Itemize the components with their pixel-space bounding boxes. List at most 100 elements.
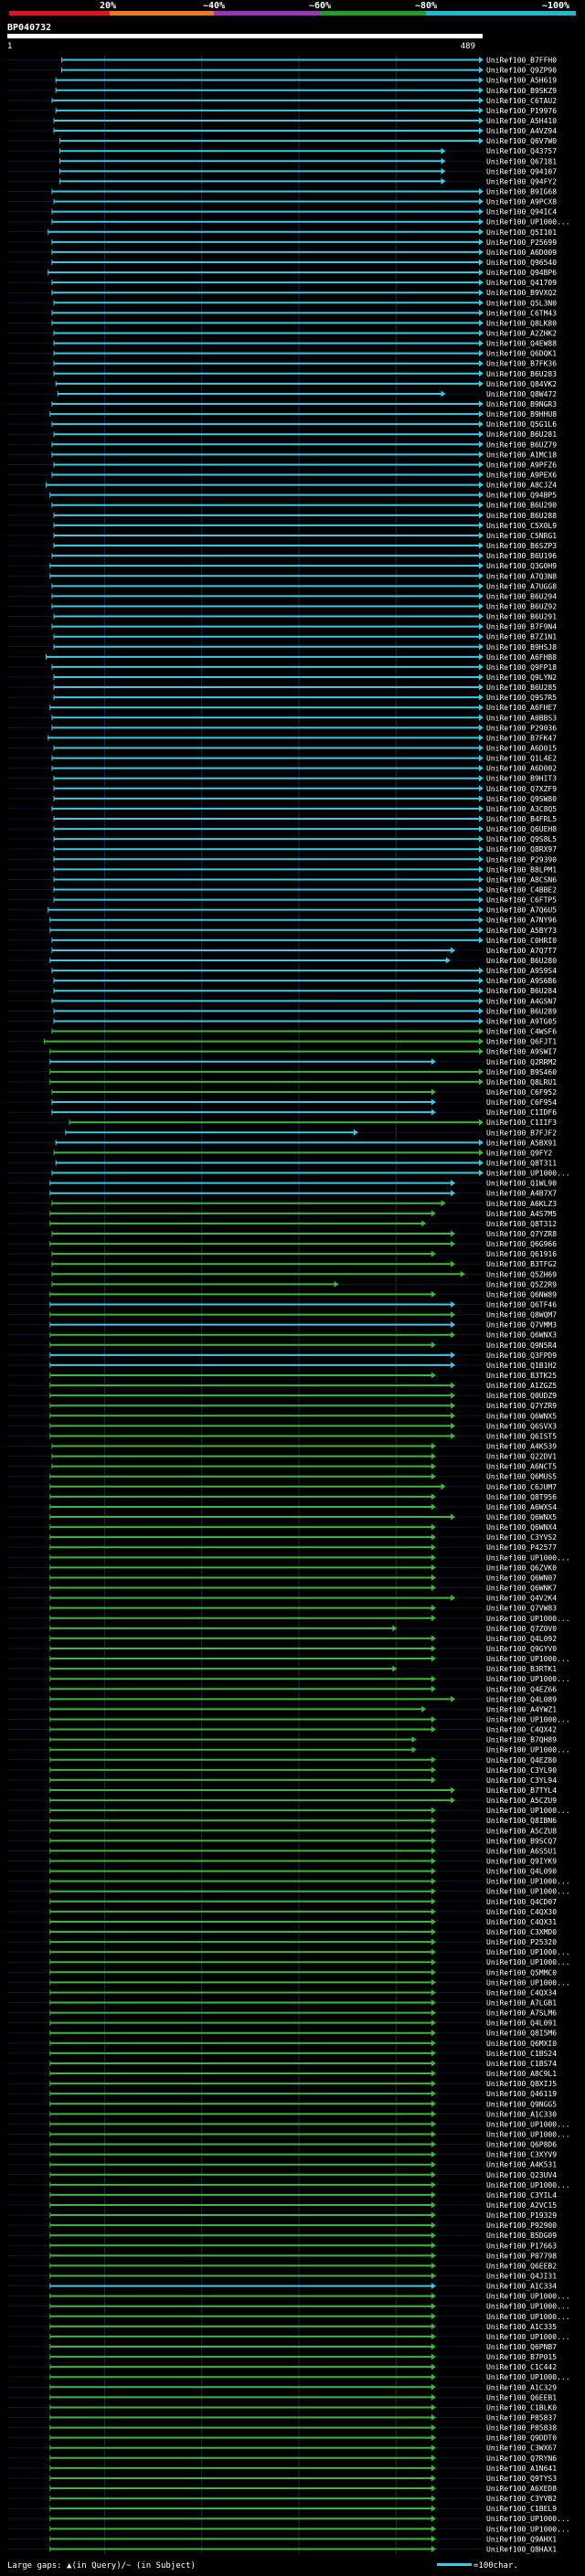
alignment-row[interactable]: UniRef100_A5BX91: [7, 1139, 557, 1147]
hit-name[interactable]: UniRef100_A7SLM6: [486, 2009, 557, 2018]
alignment-row[interactable]: UniRef100_A6D002: [7, 765, 557, 773]
hit-name[interactable]: UniRef100_C3XYV9: [486, 2151, 557, 2159]
hit-name[interactable]: UniRef100_C4QX42: [486, 1726, 557, 1734]
hit-name[interactable]: UniRef100_UP1000...: [486, 1553, 570, 1562]
alignment-row[interactable]: UniRef100_UP1000...: [7, 1655, 570, 1663]
hit-name[interactable]: UniRef100_Q8WQM7: [486, 1311, 557, 1320]
alignment-row[interactable]: UniRef100_B6U290: [7, 502, 557, 510]
alignment-row[interactable]: UniRef100_A1C335: [7, 2323, 557, 2331]
alignment-row[interactable]: UniRef100_Q7Z0V0: [7, 1625, 557, 1633]
alignment-row[interactable]: UniRef100_P07798: [7, 2252, 557, 2260]
hit-name[interactable]: UniRef100_Q43757: [486, 147, 557, 155]
alignment-row[interactable]: UniRef100_A4B7X7: [7, 1190, 557, 1198]
alignment-row[interactable]: UniRef100_B9NGR3: [7, 400, 557, 408]
alignment-row[interactable]: UniRef100_Q4EW88: [7, 340, 557, 348]
hit-name[interactable]: UniRef100_B6U290: [486, 502, 557, 510]
hit-name[interactable]: UniRef100_Q3G0H9: [486, 562, 557, 570]
alignment-row[interactable]: UniRef100_Q94BP6: [7, 269, 557, 277]
hit-name[interactable]: UniRef100_Q9N5R4: [486, 1341, 557, 1350]
alignment-row[interactable]: UniRef100_Q6UEH8: [7, 825, 557, 833]
hit-name[interactable]: UniRef100_C4QX30: [486, 1908, 557, 1916]
hit-name[interactable]: UniRef100_C1C442: [486, 2363, 557, 2371]
alignment-row[interactable]: UniRef100_C1C442: [7, 2363, 557, 2371]
alignment-row[interactable]: UniRef100_UP1000...: [7, 2373, 570, 2381]
alignment-row[interactable]: UniRef100_Q6IST5: [7, 1432, 557, 1440]
alignment-row[interactable]: UniRef100_Q23UV4: [7, 2171, 557, 2179]
hit-name[interactable]: UniRef100_C6F954: [486, 1098, 557, 1107]
alignment-row[interactable]: UniRef100_UP1000...: [7, 2293, 570, 2301]
hit-name[interactable]: UniRef100_Q9TYS3: [486, 2475, 557, 2483]
alignment-row[interactable]: UniRef100_A5H410: [7, 117, 557, 125]
alignment-row[interactable]: UniRef100_B7TYL4: [7, 1786, 557, 1795]
hit-name[interactable]: UniRef100_Q6WNX3: [486, 1331, 557, 1340]
alignment-row[interactable]: UniRef100_B6U289: [7, 1007, 557, 1015]
hit-name[interactable]: UniRef100_Q1WL90: [486, 1180, 557, 1188]
alignment-row[interactable]: UniRef100_Q8XIJ5: [7, 2080, 557, 2088]
alignment-row[interactable]: UniRef100_A6FHE7: [7, 704, 557, 712]
hit-name[interactable]: UniRef100_A1C334: [486, 2283, 557, 2291]
alignment-row[interactable]: UniRef100_Q6P8D6: [7, 2141, 557, 2149]
alignment-row[interactable]: UniRef100_Q5G1L6: [7, 420, 557, 429]
alignment-row[interactable]: UniRef100_Q6PNB7: [7, 2343, 557, 2351]
alignment-row[interactable]: UniRef100_B6U285: [7, 684, 557, 692]
alignment-row[interactable]: UniRef100_B9S460: [7, 1068, 557, 1076]
hit-name[interactable]: UniRef100_UP1000...: [486, 1958, 570, 1966]
alignment-row[interactable]: UniRef100_Q9NGG5: [7, 2100, 557, 2108]
alignment-row[interactable]: UniRef100_A7NY96: [7, 917, 557, 925]
alignment-row[interactable]: UniRef100_Q4L089: [7, 1695, 557, 1703]
alignment-row[interactable]: UniRef100_Q94107: [7, 167, 557, 175]
hit-name[interactable]: UniRef100_A4S7M5: [486, 1210, 557, 1218]
alignment-row[interactable]: UniRef100_B7FK36: [7, 360, 557, 368]
hit-name[interactable]: UniRef100_UP1000...: [486, 1948, 570, 1956]
alignment-row[interactable]: UniRef100_P25699: [7, 239, 557, 247]
hit-name[interactable]: UniRef100_A6KLZ3: [486, 1200, 557, 1208]
alignment-row[interactable]: UniRef100_C4QX30: [7, 1908, 557, 1916]
alignment-row[interactable]: UniRef100_Q8HAX1: [7, 2545, 557, 2553]
hit-name[interactable]: UniRef100_C1BEL9: [486, 2505, 557, 2513]
hit-name[interactable]: UniRef100_A9S6B6: [486, 977, 557, 985]
hit-name[interactable]: UniRef100_Q9AHX1: [486, 2535, 557, 2543]
alignment-row[interactable]: UniRef100_C6TAU2: [7, 97, 557, 105]
alignment-row[interactable]: UniRef100_A9S9S4: [7, 967, 557, 975]
hit-name[interactable]: UniRef100_Q61916: [486, 1250, 557, 1258]
hit-name[interactable]: UniRef100_B7F9N4: [486, 623, 557, 631]
hit-name[interactable]: UniRef100_Q8I5M6: [486, 2030, 557, 2038]
hit-name[interactable]: UniRef100_B7P015: [486, 2353, 557, 2361]
alignment-row[interactable]: UniRef100_UP1000...: [7, 1553, 570, 1562]
hit-name[interactable]: UniRef100_Q7XZF9: [486, 785, 557, 793]
hit-name[interactable]: UniRef100_C3YL94: [486, 1776, 557, 1785]
hit-name[interactable]: UniRef100_A5CZU8: [486, 1827, 557, 1835]
alignment-row[interactable]: UniRef100_C1IDF6: [7, 1108, 557, 1117]
hit-name[interactable]: UniRef100_A6NCT5: [486, 1463, 557, 1471]
hit-name[interactable]: UniRef100_UP1000...: [486, 2313, 570, 2321]
hit-name[interactable]: UniRef100_A7Q6U5: [486, 906, 557, 915]
alignment-row[interactable]: UniRef100_A1C330: [7, 2110, 557, 2118]
hit-name[interactable]: UniRef100_B6U284: [486, 987, 557, 995]
alignment-row[interactable]: UniRef100_C4QX31: [7, 1918, 557, 1926]
alignment-row[interactable]: UniRef100_Q6FJT1: [7, 1038, 557, 1046]
hit-name[interactable]: UniRef100_UP1000...: [486, 1655, 570, 1663]
alignment-row[interactable]: UniRef100_A7Q3N8: [7, 572, 557, 580]
hit-name[interactable]: UniRef100_Q6MUS5: [486, 1473, 557, 1481]
hit-name[interactable]: UniRef100_Q94BP6: [486, 269, 557, 277]
alignment-row[interactable]: UniRef100_Q6WNX5: [7, 1513, 557, 1521]
alignment-row[interactable]: UniRef100_UP1000...: [7, 1948, 570, 1956]
alignment-row[interactable]: UniRef100_B7Z1N1: [7, 633, 557, 641]
alignment-row[interactable]: UniRef100_C6FTP5: [7, 896, 557, 905]
hit-name[interactable]: UniRef100_UP1000...: [486, 1675, 570, 1683]
alignment-row[interactable]: UniRef100_C6TM43: [7, 309, 557, 317]
alignment-row[interactable]: UniRef100_UP1000...: [7, 2303, 570, 2311]
hit-name[interactable]: UniRef100_Q5G1L6: [486, 420, 557, 429]
hit-name[interactable]: UniRef100_A7NY96: [486, 917, 557, 925]
hit-name[interactable]: UniRef100_Q6WNK7: [486, 1585, 557, 1593]
hit-name[interactable]: UniRef100_Q94IC4: [486, 208, 557, 217]
hit-name[interactable]: UniRef100_B6U283: [486, 370, 557, 378]
hit-name[interactable]: UniRef100_B9IG68: [486, 187, 557, 196]
hit-name[interactable]: UniRef100_A1C330: [486, 2110, 557, 2118]
hit-name[interactable]: UniRef100_A8CJZ4: [486, 482, 557, 490]
alignment-row[interactable]: UniRef100_A7LGB1: [7, 1999, 557, 2008]
hit-name[interactable]: UniRef100_P19976: [486, 107, 557, 115]
alignment-row[interactable]: UniRef100_UP1000...: [7, 1675, 570, 1683]
hit-name[interactable]: UniRef100_UP1000...: [486, 2515, 570, 2523]
alignment-row[interactable]: UniRef100_Q6SVX3: [7, 1422, 557, 1430]
